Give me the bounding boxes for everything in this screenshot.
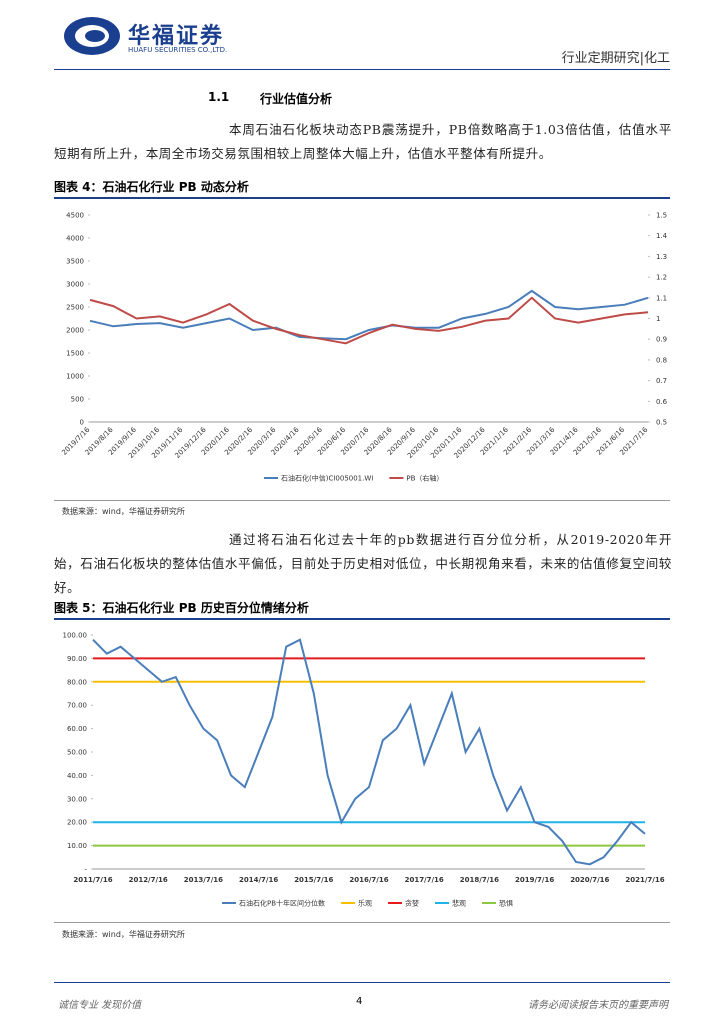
legend-label: 乐观 (358, 899, 372, 908)
y-tick-label: 40.00 (67, 772, 87, 780)
y-tick-label: 10.00 (67, 842, 87, 850)
legend-label: 石油石化(中信)CI005001.WI (281, 474, 373, 483)
paragraph: 通过将石油石化过去十年的pb数据进行百分位分析，从2019-2020年开始，石油… (54, 532, 672, 595)
x-tick-label: 2012/7/16 (129, 876, 168, 884)
x-tick-label: 2014/7/16 (239, 876, 278, 884)
y-tick-label: 80.00 (67, 678, 87, 686)
x-tick-label: 2015/7/16 (294, 876, 333, 884)
page-number: 4 (356, 996, 363, 1007)
y-tick-label: 3500 (66, 258, 84, 266)
brand: 华福证券 (128, 23, 225, 49)
y-tick-label: 70.00 (67, 702, 87, 710)
section-title: 行业估值分析 (260, 92, 333, 106)
logo (64, 17, 120, 55)
figure-title: 图表 5：石油石化行业 PB 历史百分位情绪分析 (54, 601, 309, 615)
rule (54, 922, 670, 923)
y-tick-label: 1000 (66, 373, 84, 381)
y2-tick-label: 1.4 (656, 232, 668, 240)
footer-left: 诚信专业 发现价值 (58, 1000, 142, 1011)
x-tick-label: 2016/7/16 (349, 876, 388, 884)
y-tick-label: 2500 (66, 304, 84, 312)
y-tick-label: 20.00 (67, 819, 87, 827)
y-tick-label: 0 (80, 419, 84, 427)
y2-tick-label: 1 (656, 315, 660, 323)
report-type: 行业定期研究|化工 (561, 51, 670, 66)
y2-tick-label: 1.5 (656, 212, 667, 220)
y-tick-label: 30.00 (67, 795, 87, 803)
y2-tick-label: 0.7 (656, 377, 667, 385)
source: 数据来源：wind，华福证券研究所 (62, 507, 185, 516)
x-tick-label: 2017/7/16 (405, 876, 444, 884)
y-tick-label: 90.00 (67, 655, 87, 663)
series-line (89, 289, 649, 341)
y2-tick-label: 0.6 (656, 398, 668, 406)
legend-label: PB（右轴） (406, 474, 443, 483)
chart: - 10.00 20.00 30.00 40.00 50.00 60.00 70.00 80.0… (63, 632, 665, 908)
y2-tick-label: 0.9 (656, 336, 667, 344)
legend-label: 悲观 (452, 899, 466, 908)
y2-tick-label: 0.5 (656, 419, 667, 427)
y-tick-label: - (84, 866, 87, 874)
footer-rule (54, 982, 670, 983)
chart: 0 500 1000 1500 2000 2500 3000 3500 4000 4500 0.5 0… (60, 212, 668, 483)
y2-tick-label: 1.3 (656, 253, 667, 261)
legend-label: 石油石化PB十年区间分位数 (239, 899, 325, 908)
x-tick-label: 2013/7/16 (184, 876, 223, 884)
figure-rule (54, 618, 670, 620)
y2-tick-label: 1.2 (656, 274, 667, 282)
rule (54, 500, 670, 501)
footer-right: 请务必阅读报告末页的重要声明 (528, 1000, 668, 1011)
x-tick-label: 2021/7/16 (625, 876, 664, 884)
source: 数据来源：wind，华福证券研究所 (62, 930, 185, 939)
x-tick-label: 2020/7/16 (570, 876, 609, 884)
y-tick-label: 4000 (66, 235, 84, 243)
paragraph: 本周石油石化板块动态PB震荡提升，PB倍数略高于1.03倍估值，估值水平短期有所… (54, 122, 672, 161)
figure-rule (54, 197, 670, 199)
series-line (89, 296, 649, 345)
y-tick-label: 3000 (66, 281, 84, 289)
y-tick-label: 4500 (66, 212, 84, 220)
legend-label: 贪婪 (405, 899, 419, 908)
figure-title: 图表 4：石油石化行业 PB 动态分析 (54, 180, 249, 194)
brand-en: HUAFU SECURITIES CO.,LTD. (128, 46, 228, 54)
x-tick-label: 2011/7/16 (73, 876, 112, 884)
y-tick-label: 50.00 (67, 749, 87, 757)
y-tick-label: 2000 (66, 327, 84, 335)
section-number: 1.1 (208, 90, 230, 104)
x-tick-label: 2019/7/16 (515, 876, 554, 884)
y2-tick-label: 0.8 (656, 356, 667, 364)
y-tick-label: 500 (71, 396, 84, 404)
y-tick-label: 60.00 (67, 725, 87, 733)
y-tick-label: 1500 (66, 350, 84, 358)
y-tick-label: 100.00 (63, 632, 88, 640)
y2-tick-label: 1.1 (656, 294, 667, 302)
series-line (92, 638, 646, 866)
x-tick-label: 2018/7/16 (460, 876, 499, 884)
header-rule (54, 69, 670, 70)
legend-label: 恐惧 (499, 899, 513, 908)
